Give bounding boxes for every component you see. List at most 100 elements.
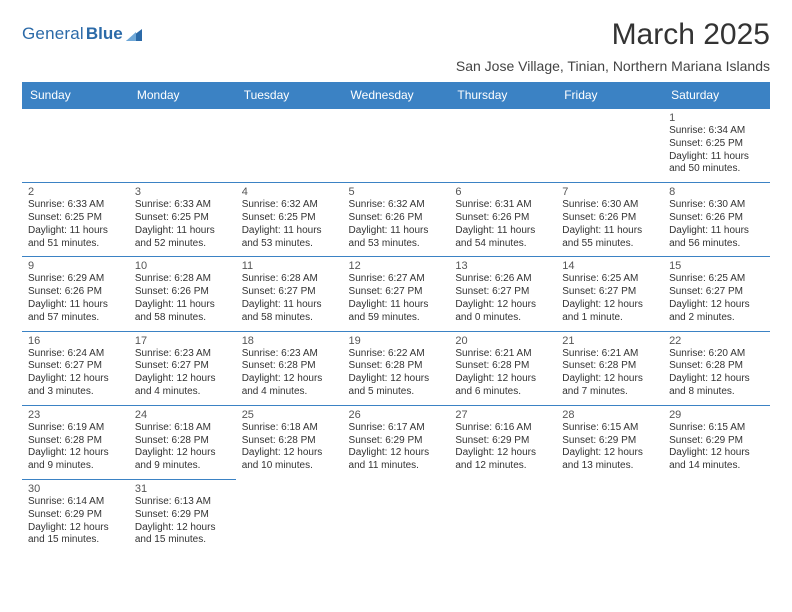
dow-header: Wednesday	[343, 82, 450, 109]
sunrise-text: Sunrise: 6:28 AM	[135, 273, 230, 286]
calendar-row: 2Sunrise: 6:33 AMSunset: 6:25 PMDaylight…	[22, 183, 770, 257]
daylight-text: Daylight: 11 hours and 50 minutes.	[669, 151, 764, 177]
sunrise-text: Sunrise: 6:30 AM	[669, 199, 764, 212]
day-number: 15	[669, 260, 764, 272]
daylight-text: Daylight: 12 hours and 6 minutes.	[455, 373, 550, 399]
day-details: Sunrise: 6:17 AMSunset: 6:29 PMDaylight:…	[349, 422, 444, 473]
day-details: Sunrise: 6:33 AMSunset: 6:25 PMDaylight:…	[135, 199, 230, 250]
logo-text-part1: General	[22, 24, 84, 44]
sunset-text: Sunset: 6:25 PM	[135, 212, 230, 225]
calendar-cell: 6Sunrise: 6:31 AMSunset: 6:26 PMDaylight…	[449, 183, 556, 257]
day-details: Sunrise: 6:15 AMSunset: 6:29 PMDaylight:…	[669, 422, 764, 473]
sunrise-text: Sunrise: 6:27 AM	[349, 273, 444, 286]
dow-header: Friday	[556, 82, 663, 109]
day-details: Sunrise: 6:21 AMSunset: 6:28 PMDaylight:…	[562, 348, 657, 399]
day-details: Sunrise: 6:23 AMSunset: 6:28 PMDaylight:…	[242, 348, 337, 399]
sunrise-text: Sunrise: 6:26 AM	[455, 273, 550, 286]
header: General Blue March 2025 San Jose Village…	[22, 18, 770, 74]
calendar-cell: 26Sunrise: 6:17 AMSunset: 6:29 PMDayligh…	[343, 405, 450, 479]
calendar-cell	[236, 479, 343, 553]
calendar-cell	[556, 479, 663, 553]
page: General Blue March 2025 San Jose Village…	[0, 0, 792, 612]
day-number: 9	[28, 260, 123, 272]
daylight-text: Daylight: 12 hours and 1 minute.	[562, 299, 657, 325]
daylight-text: Daylight: 12 hours and 3 minutes.	[28, 373, 123, 399]
day-details: Sunrise: 6:31 AMSunset: 6:26 PMDaylight:…	[455, 199, 550, 250]
daylight-text: Daylight: 11 hours and 53 minutes.	[349, 225, 444, 251]
sunset-text: Sunset: 6:29 PM	[349, 435, 444, 448]
day-details: Sunrise: 6:15 AMSunset: 6:29 PMDaylight:…	[562, 422, 657, 473]
daylight-text: Daylight: 12 hours and 7 minutes.	[562, 373, 657, 399]
day-number: 12	[349, 260, 444, 272]
daylight-text: Daylight: 12 hours and 9 minutes.	[135, 447, 230, 473]
sunset-text: Sunset: 6:28 PM	[562, 360, 657, 373]
sunset-text: Sunset: 6:25 PM	[28, 212, 123, 225]
calendar-cell: 30Sunrise: 6:14 AMSunset: 6:29 PMDayligh…	[22, 479, 129, 553]
day-number: 26	[349, 409, 444, 421]
calendar-cell	[343, 109, 450, 183]
day-number: 30	[28, 483, 123, 495]
day-details: Sunrise: 6:29 AMSunset: 6:26 PMDaylight:…	[28, 273, 123, 324]
day-number: 4	[242, 186, 337, 198]
sunset-text: Sunset: 6:27 PM	[669, 286, 764, 299]
logo-sail-icon	[126, 27, 142, 41]
sunset-text: Sunset: 6:28 PM	[242, 360, 337, 373]
calendar-cell: 2Sunrise: 6:33 AMSunset: 6:25 PMDaylight…	[22, 183, 129, 257]
sunset-text: Sunset: 6:29 PM	[135, 509, 230, 522]
dow-header: Thursday	[449, 82, 556, 109]
day-number: 2	[28, 186, 123, 198]
calendar-table: Sunday Monday Tuesday Wednesday Thursday…	[22, 82, 770, 553]
day-number: 8	[669, 186, 764, 198]
daylight-text: Daylight: 11 hours and 57 minutes.	[28, 299, 123, 325]
calendar-cell: 3Sunrise: 6:33 AMSunset: 6:25 PMDaylight…	[129, 183, 236, 257]
sunset-text: Sunset: 6:29 PM	[562, 435, 657, 448]
calendar-cell	[343, 479, 450, 553]
day-number: 6	[455, 186, 550, 198]
sunrise-text: Sunrise: 6:21 AM	[562, 348, 657, 361]
sunrise-text: Sunrise: 6:32 AM	[349, 199, 444, 212]
day-details: Sunrise: 6:34 AMSunset: 6:25 PMDaylight:…	[669, 125, 764, 176]
sunrise-text: Sunrise: 6:18 AM	[242, 422, 337, 435]
sunrise-text: Sunrise: 6:34 AM	[669, 125, 764, 138]
calendar-cell	[449, 109, 556, 183]
sunset-text: Sunset: 6:28 PM	[669, 360, 764, 373]
daylight-text: Daylight: 11 hours and 58 minutes.	[135, 299, 230, 325]
daylight-text: Daylight: 12 hours and 2 minutes.	[669, 299, 764, 325]
calendar-cell: 24Sunrise: 6:18 AMSunset: 6:28 PMDayligh…	[129, 405, 236, 479]
daylight-text: Daylight: 12 hours and 12 minutes.	[455, 447, 550, 473]
sunset-text: Sunset: 6:26 PM	[135, 286, 230, 299]
daylight-text: Daylight: 11 hours and 51 minutes.	[28, 225, 123, 251]
calendar-cell	[236, 109, 343, 183]
sunset-text: Sunset: 6:27 PM	[349, 286, 444, 299]
dow-header: Saturday	[663, 82, 770, 109]
day-number: 20	[455, 335, 550, 347]
day-number: 19	[349, 335, 444, 347]
day-number: 3	[135, 186, 230, 198]
daylight-text: Daylight: 12 hours and 9 minutes.	[28, 447, 123, 473]
sunset-text: Sunset: 6:27 PM	[455, 286, 550, 299]
calendar-cell: 7Sunrise: 6:30 AMSunset: 6:26 PMDaylight…	[556, 183, 663, 257]
sunrise-text: Sunrise: 6:15 AM	[669, 422, 764, 435]
day-details: Sunrise: 6:32 AMSunset: 6:25 PMDaylight:…	[242, 199, 337, 250]
calendar-cell: 5Sunrise: 6:32 AMSunset: 6:26 PMDaylight…	[343, 183, 450, 257]
calendar-cell: 27Sunrise: 6:16 AMSunset: 6:29 PMDayligh…	[449, 405, 556, 479]
sunset-text: Sunset: 6:26 PM	[28, 286, 123, 299]
sunset-text: Sunset: 6:28 PM	[28, 435, 123, 448]
sunrise-text: Sunrise: 6:33 AM	[135, 199, 230, 212]
calendar-cell: 15Sunrise: 6:25 AMSunset: 6:27 PMDayligh…	[663, 257, 770, 331]
daylight-text: Daylight: 11 hours and 54 minutes.	[455, 225, 550, 251]
page-title: March 2025	[456, 18, 770, 52]
daylight-text: Daylight: 11 hours and 58 minutes.	[242, 299, 337, 325]
sunrise-text: Sunrise: 6:14 AM	[28, 496, 123, 509]
day-number: 5	[349, 186, 444, 198]
daylight-text: Daylight: 12 hours and 4 minutes.	[135, 373, 230, 399]
day-details: Sunrise: 6:25 AMSunset: 6:27 PMDaylight:…	[562, 273, 657, 324]
calendar-row: 9Sunrise: 6:29 AMSunset: 6:26 PMDaylight…	[22, 257, 770, 331]
calendar-cell: 10Sunrise: 6:28 AMSunset: 6:26 PMDayligh…	[129, 257, 236, 331]
day-details: Sunrise: 6:23 AMSunset: 6:27 PMDaylight:…	[135, 348, 230, 399]
sunset-text: Sunset: 6:25 PM	[669, 138, 764, 151]
calendar-cell: 18Sunrise: 6:23 AMSunset: 6:28 PMDayligh…	[236, 331, 343, 405]
day-details: Sunrise: 6:28 AMSunset: 6:26 PMDaylight:…	[135, 273, 230, 324]
day-details: Sunrise: 6:30 AMSunset: 6:26 PMDaylight:…	[562, 199, 657, 250]
day-number: 29	[669, 409, 764, 421]
